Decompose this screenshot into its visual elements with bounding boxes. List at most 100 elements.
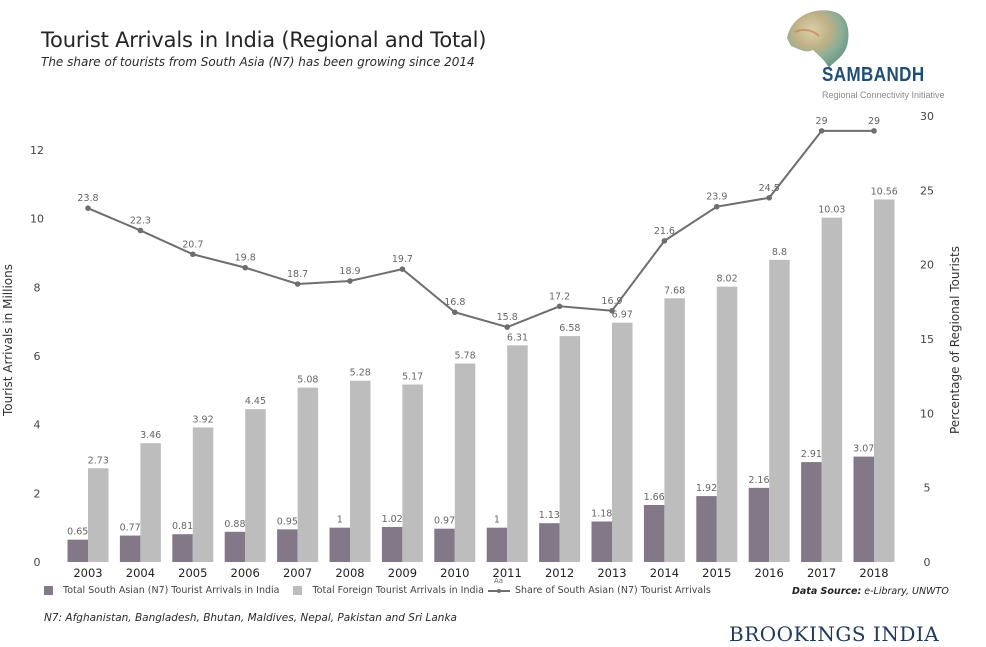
bar-foreign[interactable] — [874, 199, 895, 562]
data-label-foreign: 4.45 — [245, 396, 266, 407]
share-point[interactable] — [871, 128, 877, 134]
bar-south-asian[interactable] — [434, 528, 455, 562]
bar-south-asian[interactable] — [591, 521, 613, 562]
bar-south-asian[interactable] — [119, 535, 141, 562]
bar-foreign[interactable] — [821, 217, 843, 563]
share-point[interactable] — [347, 278, 353, 284]
bar-south-asian[interactable] — [172, 534, 193, 562]
data-label-share: 22.3 — [130, 215, 151, 226]
bar-south-asian[interactable] — [801, 462, 822, 562]
data-label-share: 24.5 — [759, 183, 780, 194]
share-point[interactable] — [609, 307, 615, 314]
bar-foreign[interactable] — [664, 298, 685, 562]
data-label-south-asian: 1.02 — [382, 514, 403, 525]
chart-canvas: 0 2 4 6 8 10 12 0 5 10 15 20 25 30 Tourist Arrivals … — [1, 110, 962, 580]
data-label-south-asian: 1.13 — [539, 510, 560, 521]
data-label-foreign: 5.17 — [402, 371, 423, 382]
bar-south-asian[interactable] — [696, 496, 717, 562]
bar-foreign[interactable] — [454, 363, 476, 562]
share-point[interactable] — [504, 324, 511, 330]
data-label-share: 15.8 — [497, 312, 518, 323]
share-point[interactable] — [190, 251, 196, 258]
right-axis-ticks: 0 5 10 15 20 25 30 — [920, 110, 934, 569]
bar-south-asian[interactable] — [853, 456, 875, 562]
chart-title: Tourist Arrivals in India (Regional and … — [41, 28, 487, 52]
x-axis-tick-label: 2009 — [388, 566, 417, 580]
share-point[interactable] — [137, 227, 144, 234]
left-axis-tick-label: 6 — [34, 350, 41, 363]
legend-item-share[interactable]: Aa Share of South Asian (N7) Tourist Arr… — [487, 577, 711, 596]
bar-south-asian[interactable] — [224, 531, 246, 562]
bar-south-asian[interactable] — [643, 505, 665, 562]
data-label-foreign: 6.97 — [612, 310, 633, 321]
bar-south-asian[interactable] — [539, 523, 560, 562]
legend-swatch-foreign — [293, 586, 303, 595]
bar-foreign[interactable] — [350, 380, 371, 562]
right-axis-title: Percentage of Regional Tourists — [948, 246, 962, 434]
x-axis-tick-label: 2015 — [702, 566, 731, 580]
right-axis-tick-label: 15 — [920, 333, 934, 346]
bar-south-asian[interactable] — [748, 487, 770, 562]
data-label-share: 18.7 — [287, 269, 308, 280]
share-point[interactable] — [661, 238, 668, 244]
share-point[interactable] — [294, 281, 301, 287]
x-axis-tick-label: 2014 — [650, 566, 679, 580]
data-label-south-asian: 1 — [494, 515, 500, 526]
footnote: N7: Afghanistan, Bangladesh, Bhutan, Mal… — [44, 612, 457, 624]
data-label-foreign: 6.58 — [559, 323, 580, 334]
bar-foreign[interactable] — [245, 409, 266, 562]
bar-foreign[interactable] — [88, 468, 109, 562]
right-axis-tick-label: 10 — [920, 407, 934, 420]
left-axis-tick-label: 12 — [30, 144, 44, 157]
right-axis-tick-label: 20 — [920, 259, 934, 272]
data-source: Data Source: e-Library, UNWTO — [792, 586, 949, 597]
share-point[interactable] — [818, 128, 825, 134]
share-point[interactable] — [242, 264, 248, 271]
data-label-south-asian: 0.77 — [120, 523, 141, 534]
data-label-foreign: 8.8 — [772, 247, 787, 258]
bar-foreign[interactable] — [612, 322, 633, 562]
bar-south-asian[interactable] — [277, 529, 298, 562]
share-point[interactable] — [766, 194, 772, 201]
bar-foreign[interactable] — [769, 259, 790, 562]
data-source-value: e-Library, UNWTO — [861, 586, 949, 597]
data-label-foreign: 10.03 — [818, 205, 845, 216]
legend-item-foreign[interactable]: Total Foreign Tourist Arrivals in India — [293, 585, 484, 596]
bar-foreign[interactable] — [559, 336, 581, 562]
x-axis-tick-label: 2006 — [231, 566, 260, 580]
data-source-label: Data Source: — [792, 586, 862, 597]
bar-foreign[interactable] — [402, 384, 423, 562]
bar-foreign[interactable] — [716, 286, 738, 562]
data-label-south-asian: 1.66 — [644, 492, 665, 503]
x-axis-tick-label: 2017 — [807, 566, 836, 580]
data-label-south-asian: 0.88 — [224, 519, 245, 530]
share-point[interactable] — [85, 205, 91, 211]
legend-item-south-asian[interactable]: Total South Asian (N7) Tourist Arrivals … — [44, 585, 279, 596]
bar-foreign[interactable] — [507, 345, 528, 562]
data-label-south-asian: 1 — [337, 515, 343, 526]
legend-swatch-south-asian — [44, 586, 53, 595]
data-label-south-asian: 2.91 — [801, 449, 822, 460]
data-label-south-asian: 0.65 — [67, 527, 88, 538]
data-label-foreign: 6.31 — [507, 332, 528, 343]
share-point[interactable] — [556, 303, 563, 310]
bar-foreign[interactable] — [297, 387, 319, 562]
share-point[interactable] — [399, 266, 406, 272]
share-point[interactable] — [714, 203, 720, 210]
x-axis-tick-label: 2008 — [335, 566, 364, 580]
left-axis-tick-label: 4 — [34, 419, 41, 432]
data-label-foreign: 8.02 — [716, 274, 737, 285]
bar-south-asian[interactable] — [329, 527, 351, 562]
left-axis-tick-label: 8 — [34, 281, 41, 294]
share-point[interactable] — [452, 309, 458, 316]
bar-south-asian[interactable] — [67, 539, 89, 562]
legend: Total South Asian (N7) Tourist Arrivals … — [44, 577, 725, 596]
x-axis-tick-label: 2010 — [440, 566, 469, 580]
data-label-share: 18.9 — [339, 266, 360, 277]
bar-south-asian[interactable] — [381, 526, 403, 562]
data-label-foreign: 5.08 — [297, 375, 318, 386]
bar-foreign[interactable] — [192, 427, 214, 562]
x-axis-tick-label: 2005 — [178, 566, 207, 580]
bar-south-asian[interactable] — [486, 527, 508, 562]
bar-foreign[interactable] — [140, 443, 161, 562]
